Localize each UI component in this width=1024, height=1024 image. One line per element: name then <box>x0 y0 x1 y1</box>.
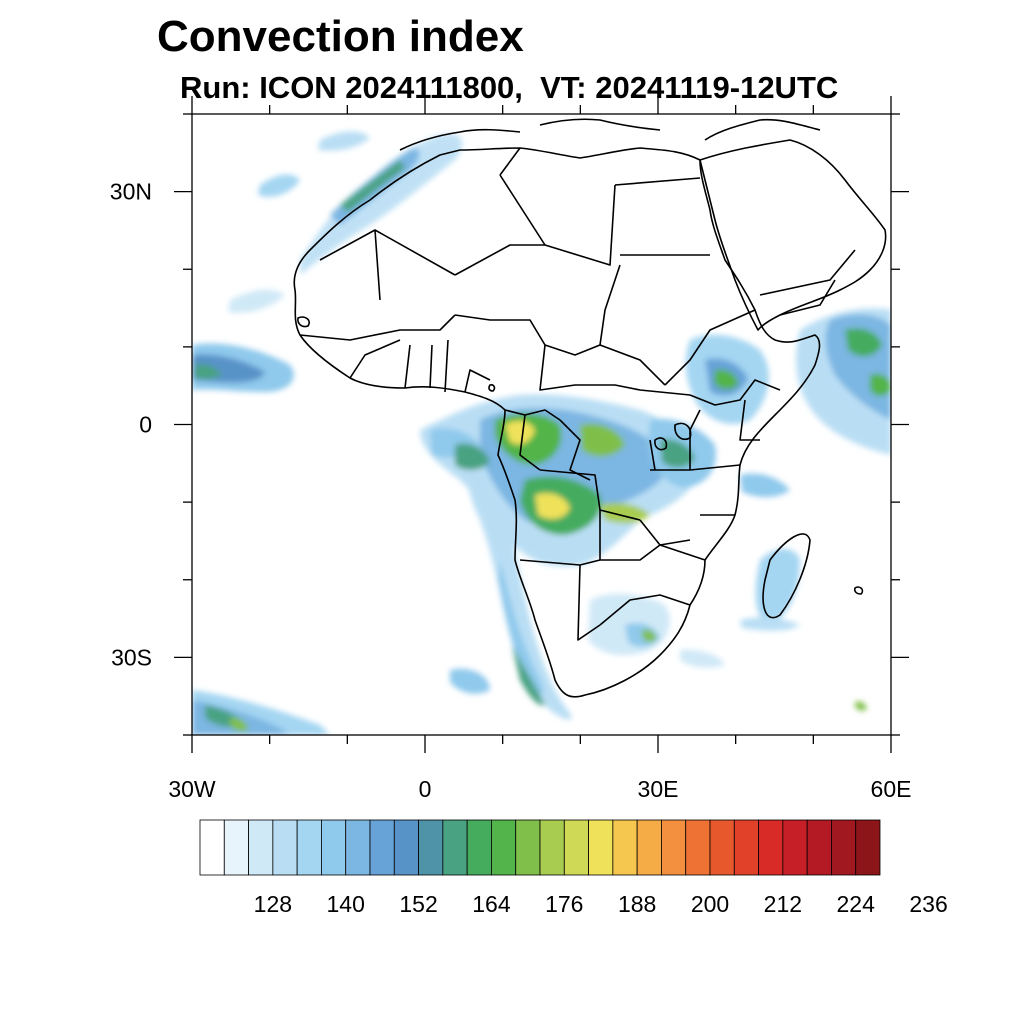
x-tick-label: 30E <box>638 776 679 802</box>
y-tick-label: 30S <box>111 644 152 670</box>
x-tick-label: 60E <box>871 776 912 802</box>
colorbar-label: 164 <box>472 891 511 917</box>
colorbar-swatch <box>563 819 589 876</box>
colorbar-swatch <box>733 819 759 876</box>
colorbar-label: 152 <box>399 891 437 917</box>
colorbar-swatch <box>855 819 881 876</box>
convection-field <box>192 131 891 735</box>
colorbar-swatch <box>782 819 808 876</box>
colorbar-swatch <box>418 819 444 876</box>
colorbar-swatch <box>223 819 249 876</box>
chart-subtitle: Run: ICON 2024111800, VT: 20241119-12UTC <box>180 70 839 105</box>
colorbar-swatch <box>515 819 541 876</box>
colorbar-swatch <box>588 819 614 876</box>
colorbar-swatch <box>296 819 322 876</box>
colorbar-swatch <box>393 819 419 876</box>
colorbar-swatch <box>491 819 517 876</box>
colorbar-swatch <box>345 819 371 876</box>
colorbar-label: 212 <box>764 891 802 917</box>
colorbar-swatch <box>612 819 638 876</box>
colorbar-label: 176 <box>545 891 583 917</box>
colorbar-label: 128 <box>254 891 292 917</box>
colorbar-swatch <box>831 819 857 876</box>
colorbar-label: 200 <box>691 891 729 917</box>
axis-tick-labels: 30W 0 30E 60E 30N 0 30S <box>110 179 912 802</box>
colorbar-swatch <box>321 819 347 876</box>
colorbar-swatch <box>539 819 565 876</box>
colorbar-swatch <box>272 819 298 876</box>
axis-ticks <box>174 96 909 753</box>
country-borders <box>293 118 887 698</box>
colorbar-swatch <box>709 819 735 876</box>
colorbar-swatch <box>685 819 711 876</box>
colorbar-swatch <box>661 819 687 876</box>
colorbar-label: 224 <box>837 891 876 917</box>
colorbar-label: 236 <box>909 891 947 917</box>
chart-title: Convection index <box>157 12 524 61</box>
colorbar-swatch <box>442 819 468 876</box>
colorbar-label: 188 <box>618 891 656 917</box>
colorbar-swatch <box>199 819 225 876</box>
colorbar <box>199 819 881 876</box>
colorbar-swatch <box>758 819 784 876</box>
colorbar-label: 140 <box>327 891 365 917</box>
colorbar-swatch <box>636 819 662 876</box>
colorbar-swatch <box>466 819 492 876</box>
x-tick-label: 30W <box>168 776 216 802</box>
colorbar-labels: 128 140 152 164 176 188 200 212 224 236 <box>254 891 948 917</box>
y-tick-label: 0 <box>139 412 152 438</box>
colorbar-swatch <box>248 819 274 876</box>
x-tick-label: 0 <box>419 776 432 802</box>
colorbar-swatch <box>369 819 395 876</box>
colorbar-swatch <box>806 819 832 876</box>
y-tick-label: 30N <box>110 179 152 205</box>
